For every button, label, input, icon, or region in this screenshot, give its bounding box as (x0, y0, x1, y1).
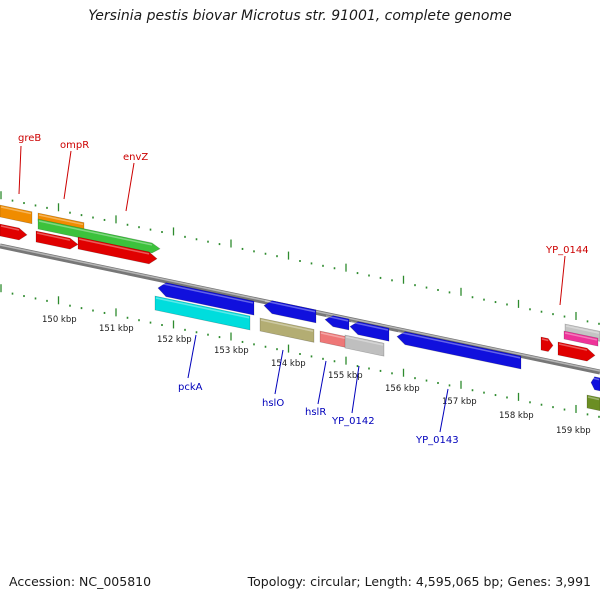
scale-label: 153 kbp (214, 346, 249, 356)
feature-gray-YP_0142[interactable] (344, 334, 385, 357)
gene-label-YP_0143[interactable]: YP_0143 (415, 435, 459, 446)
feature-blue-YP_0143[interactable] (396, 331, 522, 370)
scale-label: 151 kbp (99, 324, 134, 334)
accession-label: Accession: NC_005810 (9, 574, 152, 589)
gene-label-envZ[interactable]: envZ (123, 152, 148, 163)
inner-tick-row (0, 284, 600, 418)
gene-label-hslR[interactable]: hslR (305, 407, 326, 418)
scale-label: 156 kbp (385, 384, 420, 394)
feature-blue-hslR[interactable] (324, 315, 350, 331)
feature-red-envZ[interactable] (77, 236, 158, 265)
gene-label-ompR[interactable]: ompR (60, 140, 89, 151)
feature-cyan-pckA[interactable] (154, 295, 251, 331)
feature-pink-hslR[interactable] (319, 330, 347, 348)
feature-red-left[interactable] (0, 223, 28, 241)
gene-label-greB[interactable]: greB (18, 133, 41, 144)
gene-label-YP_0144[interactable]: YP_0144 (545, 245, 589, 256)
feature-track (0, 204, 600, 412)
scale-label: 159 kbp (556, 426, 591, 436)
feature-blue-YP_0142[interactable] (349, 321, 390, 342)
feature-red-YP_0144[interactable] (557, 341, 596, 362)
feature-green-envZ[interactable] (37, 218, 161, 254)
scale-label: 155 kbp (328, 371, 363, 381)
genome-summary: Topology: circular; Length: 4,595,065 bp… (247, 574, 591, 589)
gene-label-hslO[interactable]: hslO (262, 398, 284, 409)
outer-tick-row (0, 191, 600, 325)
scale-label: 157 kbp (442, 397, 477, 407)
scale-label: 154 kbp (271, 359, 306, 369)
feature-magenta-YP_0144[interactable] (563, 330, 599, 347)
feature-blue-edge[interactable] (590, 376, 600, 392)
feature-orange-left[interactable] (0, 204, 33, 225)
feature-olive-hslO[interactable] (259, 317, 315, 343)
gene-label-pckA[interactable]: pckA (178, 382, 203, 393)
feature-red-small[interactable] (540, 336, 554, 352)
feature-blue-hslO[interactable] (263, 300, 317, 324)
scale-label: 150 kbp (42, 315, 77, 325)
scale-labels: 150 kbp 151 kbp 152 kbp 153 kbp 154 kbp … (42, 315, 591, 436)
forward-gene-callouts: greB ompR envZ YP_0144 (18, 133, 589, 306)
page-title: Yersinia pestis biovar Microtus str. 910… (88, 8, 512, 24)
gene-label-YP_0142[interactable]: YP_0142 (331, 416, 375, 427)
feature-blue-pckA[interactable] (157, 282, 255, 316)
reverse-gene-callouts: pckA hslO hslR YP_0142 YP_0143 (178, 334, 459, 446)
feature-green-edge[interactable] (586, 394, 600, 412)
feature-red-ompR[interactable] (35, 230, 79, 250)
scale-label: 158 kbp (499, 411, 534, 421)
scale-label: 152 kbp (157, 335, 192, 345)
